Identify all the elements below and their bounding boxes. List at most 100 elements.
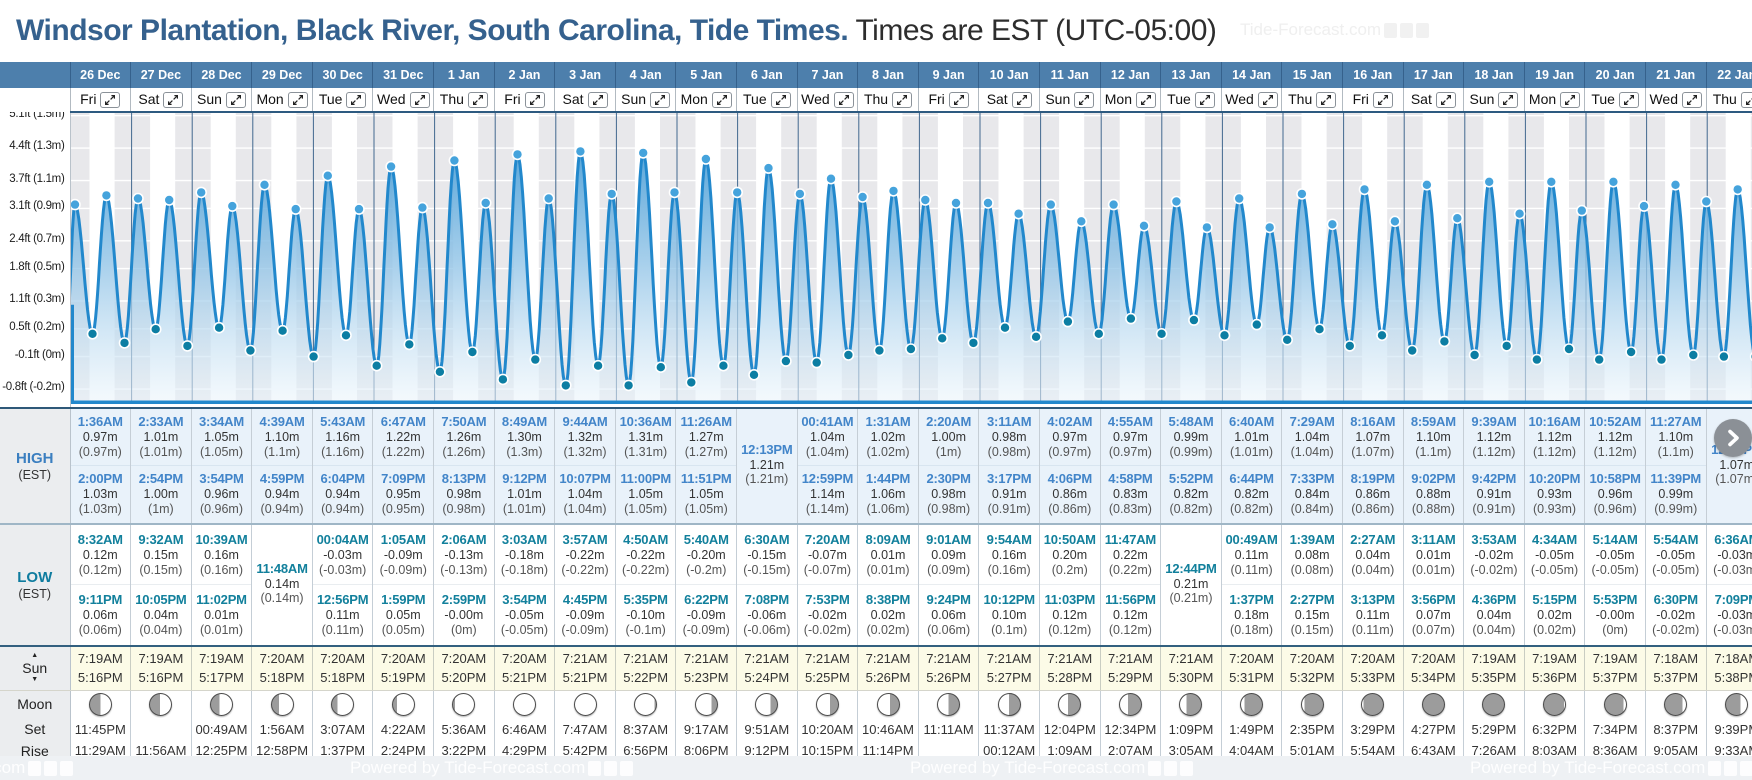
expand-day-button[interactable]: [892, 92, 913, 109]
expand-day-button[interactable]: [650, 92, 671, 109]
moon-phase-cell: [1039, 690, 1101, 718]
date-header: 10 Jan: [978, 62, 1040, 88]
high-tide-am: 2:20AM 1.00m (1m): [918, 409, 979, 466]
tide-height: -0.05m: [1595, 548, 1635, 562]
low-tide-pm: 2:59PM -0.00m (0m): [434, 585, 494, 645]
sun-times-cell: 7:20AM 5:31PM: [1220, 646, 1282, 691]
expand-day-button[interactable]: [1498, 92, 1519, 109]
expand-day-button[interactable]: [1682, 92, 1702, 109]
sunset-time: 5:36PM: [1532, 670, 1577, 686]
high-tide-pm: 1:44PM 1.06m (1.06m): [858, 466, 918, 523]
high-tide-entry: 2:20AM 1.00m (1m): [919, 414, 979, 459]
expand-day-button[interactable]: [1435, 92, 1456, 109]
moon-phase-cell: [251, 690, 313, 718]
tide-height-paren: (0.91m): [987, 501, 1031, 516]
footer-watermarks: Powered by Tide-Forecast.com Powered by T…: [0, 758, 1752, 778]
sunrise-time: 7:21AM: [623, 651, 669, 667]
expand-day-button[interactable]: [1074, 92, 1095, 109]
low-tide-entry: 3:56PM 0.07m (0.07m): [1404, 592, 1464, 637]
low-tide-pm: 12:56PM 0.11m (0.11m): [313, 585, 373, 645]
tide-height-paren: (-0.13m): [440, 562, 488, 577]
sunset-time: 5:37PM: [1653, 670, 1699, 686]
expand-day-button[interactable]: [1740, 92, 1752, 109]
expand-day-button[interactable]: [287, 92, 308, 109]
expand-day-button[interactable]: [100, 92, 121, 109]
expand-day-button[interactable]: [711, 92, 732, 109]
high-tide-merged: 12:13PM 1.21m (1.21m): [737, 409, 797, 519]
tide-time: 5:52PM: [1168, 471, 1214, 486]
moon-phase-cell: [614, 690, 676, 718]
high-tide-pm: 11:00PM 1.05m (1.05m): [616, 466, 676, 523]
tide-height: 0.08m: [1294, 548, 1330, 562]
high-tide-entry: 9:39AM 1.12m (1.12m): [1464, 414, 1524, 459]
tide-height-paren: (-0.07m): [803, 562, 852, 577]
expand-arrows-icon: [1141, 95, 1151, 106]
tide-height-paren: (0.82m): [1230, 501, 1274, 516]
high-tide-pm: 4:06PM 0.86m (0.86m): [1040, 466, 1100, 523]
high-tide-cell: 00:41AM 1.04m (1.04m) 12:59PM 1.14m (1.14m): [796, 407, 858, 525]
high-tide-entry: 9:42PM 0.91m (0.91m): [1464, 471, 1524, 516]
expand-day-button[interactable]: [833, 92, 854, 109]
high-tide-entry: 11:39PM 0.99m (0.99m): [1646, 471, 1706, 516]
day-cell: Sat: [554, 88, 616, 113]
expand-day-button[interactable]: [1194, 92, 1215, 109]
sunset-time: 5:17PM: [199, 670, 244, 686]
expand-day-button[interactable]: [163, 92, 184, 109]
expand-day-button[interactable]: [1257, 92, 1278, 109]
sunset-time: 5:27PM: [986, 670, 1032, 686]
tide-height-paren: (1.05m): [199, 444, 244, 459]
expand-day-button[interactable]: [409, 92, 430, 109]
tide-height-paren: (1.16m): [321, 444, 365, 459]
high-tide-entry: 4:39AM 1.10m (1.1m): [252, 414, 312, 459]
moonset-time-cell: 10:20AM: [796, 718, 858, 740]
expand-day-button[interactable]: [587, 92, 608, 109]
next-week-button[interactable]: [1714, 419, 1752, 457]
watermark-top: Tide-Forecast.com: [1240, 20, 1430, 40]
tide-height: 1.04m: [567, 487, 603, 501]
date-header: 3 Jan: [554, 62, 616, 88]
expand-day-button[interactable]: [770, 92, 791, 109]
expand-day-button[interactable]: [1560, 92, 1581, 109]
tide-time: 2:27AM: [1350, 532, 1396, 547]
expand-arrows-icon: [105, 95, 116, 106]
sun-times-cell: 7:19AM 5:17PM: [190, 646, 252, 691]
day-of-week-label: Wed: [376, 90, 406, 107]
tide-time: 1:44PM: [865, 471, 911, 486]
y-axis-tick: 2.4ft (0.7m): [9, 232, 65, 245]
tide-height-paren: (-0.03m): [1713, 562, 1752, 577]
expand-day-button[interactable]: [524, 92, 545, 109]
day-of-week-label: Mon: [1104, 90, 1132, 107]
moonset-time-cell: 12:04PM: [1039, 718, 1101, 740]
expand-day-button[interactable]: [1372, 92, 1393, 109]
expand-day-button[interactable]: [1011, 92, 1032, 109]
expand-day-button[interactable]: [1136, 92, 1156, 109]
expand-day-button[interactable]: [467, 92, 488, 109]
low-tide-entry: 6:30PM -0.02m (-0.02m): [1646, 592, 1706, 637]
day-of-week-label: Fri: [80, 90, 97, 107]
tide-height: 1.10m: [264, 430, 300, 444]
low-tide-entry: 3:11AM 0.01m (0.01m): [1404, 532, 1464, 577]
moonset-time-cell: 8:37AM: [614, 718, 676, 740]
high-tide-entry: 10:52AM 1.12m (1.12m): [1585, 414, 1645, 459]
moon-phase-cell: [1160, 690, 1222, 718]
moon-phase-cell: [857, 690, 919, 718]
expand-day-button[interactable]: [1618, 92, 1639, 109]
sun-expand-up-icon[interactable]: ▲: [31, 652, 39, 660]
expand-day-button[interactable]: [1316, 92, 1337, 109]
day-of-week-label: Fri: [504, 90, 521, 107]
sunrise-time: 7:21AM: [1168, 651, 1214, 667]
sun-expand-down-icon[interactable]: ▼: [31, 676, 39, 684]
high-tide-cell: 6:47AM 1.22m (1.22m) 7:09PM 0.95m (0.95m): [372, 407, 434, 525]
tide-height: 1.12m: [1476, 430, 1512, 444]
expand-day-button[interactable]: [346, 92, 367, 109]
low-tide-cell: 00:49AM 0.11m (0.11m) 1:37PM 0.18m (0.18m): [1220, 524, 1282, 647]
tide-height: 1.05m: [688, 487, 724, 501]
low-tide-cell: 9:01AM 0.09m (0.09m) 9:24PM 0.06m (0.06m): [917, 524, 979, 647]
tide-time: 3:03AM: [501, 532, 547, 547]
watermark-icons: [1381, 20, 1430, 40]
tide-height: 0.15m: [143, 548, 179, 562]
day-of-week-label: Fri: [928, 90, 945, 107]
expand-day-button[interactable]: [225, 92, 246, 109]
expand-day-button[interactable]: [948, 92, 969, 109]
tide-time: 4:58PM: [1108, 471, 1153, 486]
